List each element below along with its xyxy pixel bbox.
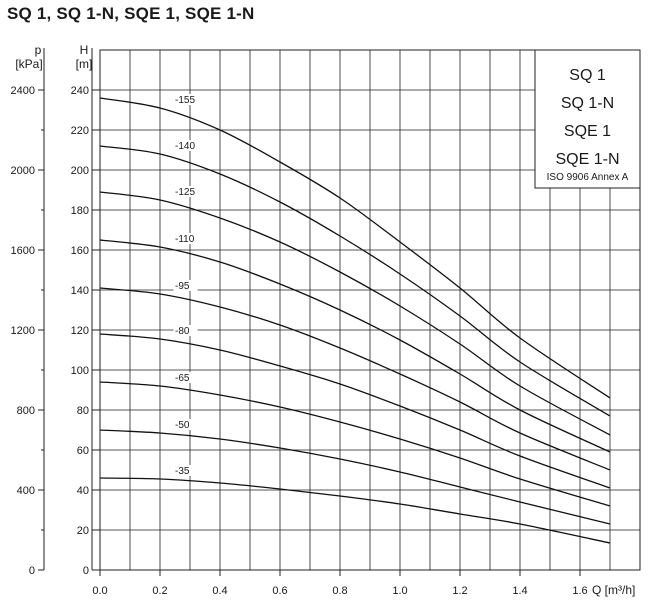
curve-label: -140 xyxy=(175,141,195,152)
legend-line: SQE 1-N xyxy=(555,151,619,168)
curve-label: -35 xyxy=(175,466,190,477)
x-tick-label: 0.4 xyxy=(212,585,227,597)
pump-curve-minus95 xyxy=(99,287,611,471)
head-tick-label: 200 xyxy=(71,165,89,177)
curves: -35 -50 -65 -80 -95 -110 -125 -140 -155 xyxy=(99,94,611,544)
curve-label-bg xyxy=(173,186,198,197)
pump-curve-minus65 xyxy=(99,381,611,507)
curve-label-bg xyxy=(173,372,198,383)
curve-label-bg xyxy=(173,280,198,291)
x-tick-label: 0.0 xyxy=(92,585,107,597)
pressure-tick-label: 400 xyxy=(17,485,35,497)
head-tick-label: 140 xyxy=(71,285,89,297)
legend: SQ 1 SQ 1-N SQE 1 SQE 1-N ISO 9906 Annex A xyxy=(534,49,641,189)
pump-curve-minus35 xyxy=(99,477,611,544)
curve-label-bg xyxy=(173,419,198,430)
x-tick-label: 1.0 xyxy=(392,585,407,597)
head-tick-label: 160 xyxy=(71,245,89,257)
x-axis-label: Q [m³/h] xyxy=(592,583,635,597)
x-tick-label: 0.2 xyxy=(152,585,167,597)
curve-label-bg xyxy=(173,325,198,336)
curve-label: -110 xyxy=(175,234,195,245)
head-tick-label: 80 xyxy=(77,405,89,417)
head-axis-label: H xyxy=(80,43,89,57)
legend-line: SQE 1 xyxy=(564,123,611,140)
pump-curve-minus125 xyxy=(99,191,611,436)
head-tick-label: 180 xyxy=(71,205,89,217)
pressure-unit-label: [kPa] xyxy=(15,57,42,71)
head-tick-label: 100 xyxy=(71,365,89,377)
legend-note: ISO 9906 Annex A xyxy=(547,172,629,183)
pressure-axis-label: p xyxy=(35,43,42,57)
page-title: SQ 1, SQ 1-N, SQE 1, SQE 1-N xyxy=(7,4,255,23)
curve-label-bg xyxy=(173,140,198,151)
legend-line: SQ 1 xyxy=(569,67,606,84)
head-tick-label: 0 xyxy=(83,565,89,577)
head-tick-label: 220 xyxy=(71,125,89,137)
head-tick-label: 240 xyxy=(71,85,89,97)
pressure-tick-label: 1200 xyxy=(11,325,35,337)
curve-label: -65 xyxy=(175,373,190,384)
curve-label: -95 xyxy=(175,281,190,292)
legend-box xyxy=(534,49,641,189)
legend-line: SQ 1-N xyxy=(561,95,614,112)
x-tick-label: 1.2 xyxy=(452,585,467,597)
axes: 0204060801001201401601802002202400400800… xyxy=(11,43,636,597)
curve-label: -125 xyxy=(175,187,195,198)
curve-label: -155 xyxy=(175,95,195,106)
head-tick-label: 120 xyxy=(71,325,89,337)
pump-curve-minus50 xyxy=(99,429,611,525)
pump-curve-minus110 xyxy=(99,239,611,453)
x-tick-label: 1.6 xyxy=(572,585,587,597)
pressure-tick-label: 0 xyxy=(29,565,35,577)
x-tick-label: 1.4 xyxy=(512,585,527,597)
pump-curve-minus80 xyxy=(99,333,611,489)
curve-label-bg xyxy=(173,94,198,105)
head-tick-label: 40 xyxy=(77,485,89,497)
head-unit-label: [m] xyxy=(76,57,93,71)
x-tick-label: 0.8 xyxy=(332,585,347,597)
curve-label-bg xyxy=(173,465,198,476)
x-tick-label: 0.6 xyxy=(272,585,287,597)
pressure-tick-label: 2400 xyxy=(11,85,35,97)
pressure-tick-label: 1600 xyxy=(11,245,35,257)
curve-label: -50 xyxy=(175,420,190,431)
pump-curve-minus140 xyxy=(99,145,611,417)
pressure-tick-label: 2000 xyxy=(11,165,35,177)
head-tick-label: 60 xyxy=(77,445,89,457)
curve-label: -80 xyxy=(175,326,190,337)
pump-curve-minus155 xyxy=(99,97,611,399)
curve-label-bg xyxy=(173,233,198,244)
head-tick-label: 20 xyxy=(77,525,89,537)
pressure-tick-label: 800 xyxy=(17,405,35,417)
